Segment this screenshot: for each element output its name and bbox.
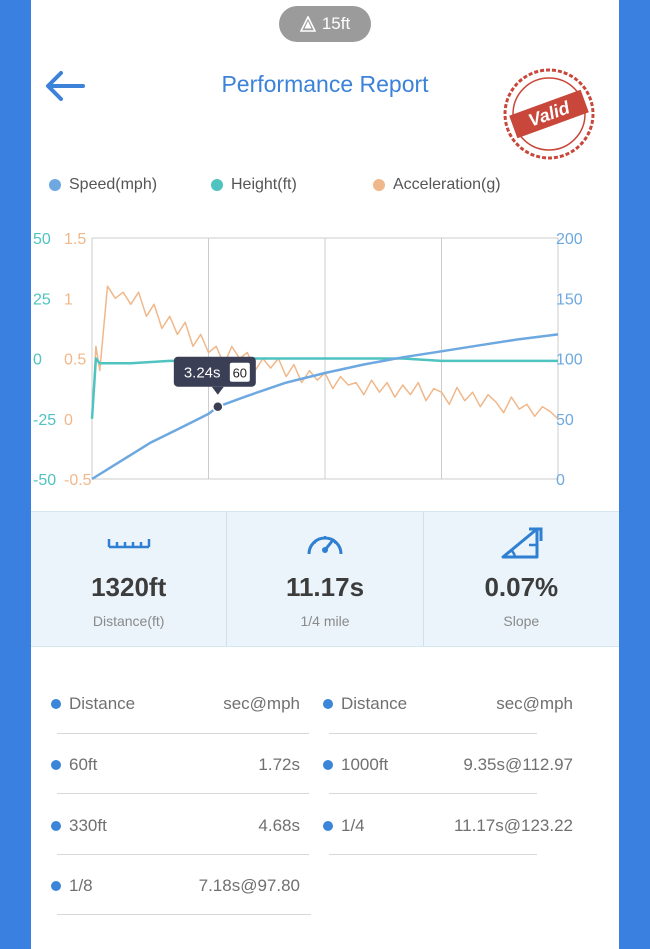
slope-icon [501,527,543,559]
speed-series-line [91,333,559,481]
speed-axis-tick: 0 [556,472,565,489]
ruler-icon [107,539,150,549]
accel-axis-tick: -0.5 [64,472,92,489]
speed-axis-tick: 150 [556,291,583,308]
accel-axis-tick: 1.5 [64,231,86,248]
legend-acceleration-label: Acceleration(g) [393,176,501,193]
legend-height: Height(ft) [211,176,297,194]
bullet-icon [51,699,61,709]
tooltip-point [212,400,224,413]
right-row-2-label: 1/4 [323,816,365,836]
right-row-1-value: 9.35s@112.97 [463,755,573,774]
speedometer-icon [307,536,343,555]
stat-distance-label: Distance(ft) [92,613,165,629]
accel-axis-tick: 0.5 [64,352,86,369]
tooltip-time: 3.24s [184,365,221,382]
report-panel: 15ft Performance Report Valid Speed(mph)… [31,0,619,949]
height-axis-tick: 0 [33,352,42,369]
divider [57,793,309,794]
height-axis-tick: 50 [33,231,51,248]
stat-slope-label: Slope [503,613,540,629]
tooltip-pointer [211,386,224,395]
height-axis-tick: -50 [33,472,56,489]
divider [57,914,311,915]
left-row-1-value: 1.72s [258,755,300,774]
bullet-icon [51,760,61,770]
stat-slope-value: 0.07% [484,572,559,602]
left-row-0-label: Distance [51,694,135,714]
speed-axis-tick: 100 [556,352,583,369]
left-row-1-label: 60ft [51,755,97,775]
chart-legend: Speed(mph) Height(ft) Acceleration(g) [31,176,619,200]
arrow-left-icon [46,71,85,101]
stat-slope: 0.07% Slope [422,512,619,646]
tooltip-value-box [229,362,250,382]
performance-chart[interactable]: 50 1.5 200 25 1 150 0 0.5 100 -25 0 50 -50 -0.5 0 3.24s… [31,210,619,500]
height-axis-tick: 25 [33,291,51,308]
bullet-icon [323,821,333,831]
divider [57,854,309,855]
divider [329,793,537,794]
divider [329,733,537,734]
right-row-2-value: 11.17s@123.22 [453,816,573,835]
stat-distance-value: 1320ft [91,572,167,602]
bullet-icon [323,699,333,709]
right-row-0-value: sec@mph [496,694,573,713]
back-button[interactable] [43,68,87,104]
legend-speed: Speed(mph) [49,176,157,194]
altitude-value: 15ft [321,14,351,33]
left-row-0-value: sec@mph [223,694,300,713]
left-row-2-label: 330ft [51,816,107,836]
bullet-icon [51,881,61,891]
right-row-0-label: Distance [323,694,407,714]
legend-height-label: Height(ft) [231,176,297,193]
legend-acceleration: Acceleration(g) [373,176,501,194]
legend-acceleration-dot [373,179,385,191]
divider [329,854,537,855]
left-row-2-value: 4.68s [258,816,300,835]
mountain-icon [299,16,316,32]
stat-quarter-mile: 11.17s 1/4 mile [226,512,422,646]
height-series-line [90,357,558,419]
legend-speed-label: Speed(mph) [69,176,158,193]
left-row-3-label: 1/8 [51,876,93,896]
speed-axis-tick: 50 [556,412,574,429]
right-row-1-label: 1000ft [323,755,388,775]
acceleration-series-line [91,285,559,420]
left-row-3-value: 7.18s@97.80 [198,876,300,895]
stat-quarter-mile-label: 1/4 mile [300,613,350,629]
speed-axis-tick: 200 [556,231,583,248]
stats-bar: 1320ft Distance(ft) 11.17s 1/4 mile [31,511,619,647]
accel-axis-tick: 1 [64,291,73,308]
bullet-icon [323,760,333,770]
accel-axis-tick: 0 [64,412,73,429]
stat-quarter-mile-value: 11.17s [285,572,365,602]
tooltip-value: 60 [233,366,247,381]
page-title: Performance Report [221,71,429,97]
altitude-badge: 15ft [279,6,371,42]
height-axis-tick: -25 [33,412,56,429]
stat-distance: 1320ft Distance(ft) [31,512,226,646]
valid-stamp-icon: Valid [503,68,595,160]
legend-height-dot [211,179,223,191]
legend-speed-dot [49,179,61,191]
divider [57,733,309,734]
bullet-icon [51,821,61,831]
